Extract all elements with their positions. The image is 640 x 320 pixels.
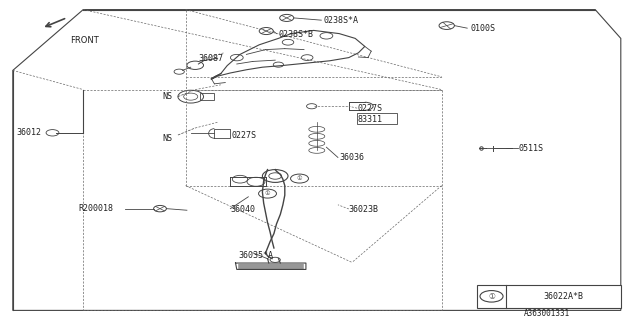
Text: 36040: 36040 [230, 205, 255, 214]
Text: 83311: 83311 [357, 115, 382, 124]
Text: FRONT: FRONT [70, 36, 99, 44]
Text: 0238S*B: 0238S*B [278, 30, 314, 39]
Text: 0227S: 0227S [357, 104, 382, 113]
Text: ①: ① [488, 292, 495, 301]
Text: 0238S*A: 0238S*A [323, 16, 358, 25]
Circle shape [480, 291, 503, 302]
Text: NS: NS [163, 92, 173, 100]
Text: NS: NS [163, 134, 173, 143]
Text: 36087: 36087 [198, 54, 223, 63]
Text: 0100S: 0100S [470, 24, 495, 33]
Text: 36036: 36036 [339, 153, 364, 162]
Polygon shape [477, 285, 621, 308]
Text: ①: ① [265, 191, 270, 196]
Text: 0511S: 0511S [518, 144, 543, 153]
Text: 36023B: 36023B [349, 205, 379, 214]
Circle shape [291, 174, 308, 183]
Text: A363001331: A363001331 [524, 309, 570, 318]
Text: R200018: R200018 [79, 204, 114, 213]
Text: 36022A*B: 36022A*B [543, 292, 583, 301]
Text: 36012: 36012 [17, 128, 42, 137]
Text: ①: ① [297, 176, 302, 181]
Text: 0227S: 0227S [232, 131, 257, 140]
Text: 36035*A: 36035*A [238, 251, 273, 260]
Circle shape [259, 189, 276, 198]
